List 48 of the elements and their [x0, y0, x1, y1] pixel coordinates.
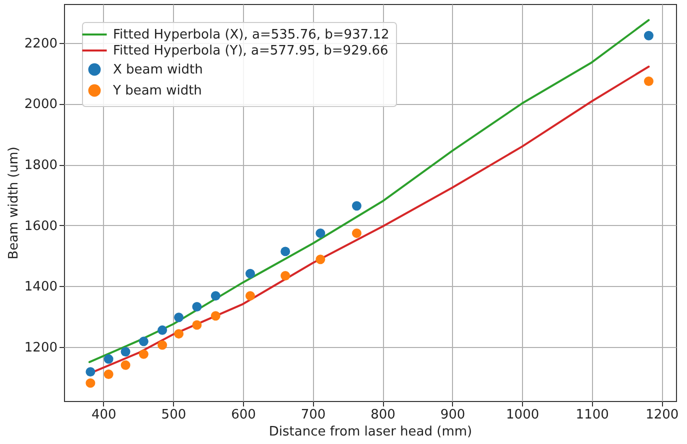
point [138, 336, 148, 346]
x-tick-label: 700 [300, 408, 326, 422]
y-tick-label: 1600 [24, 218, 58, 234]
legend-label: X beam width [113, 62, 203, 78]
point [174, 329, 184, 339]
line-series [88, 19, 650, 364]
y-tick-label: 1800 [24, 158, 58, 173]
point [316, 254, 326, 264]
point [120, 360, 130, 370]
y-tick-label: 1400 [24, 280, 58, 295]
x-tick-label: 1200 [646, 408, 679, 422]
point [316, 228, 326, 238]
y-tick-label: 2000 [24, 97, 58, 112]
point [280, 246, 290, 256]
point [138, 349, 148, 359]
point [210, 291, 220, 301]
point [644, 76, 654, 86]
x-tick-label: 500 [161, 408, 186, 422]
legend-label: Fitted Hyperbola (X), a=535.76, b=937.12 [113, 28, 390, 42]
point [280, 271, 290, 280]
legend-label: Fitted Hyperbola (Y), a=577.95, b=929.66 [113, 44, 388, 58]
x-tick-label: 800 [370, 408, 396, 422]
point [192, 302, 202, 312]
x-tick-label: 900 [440, 408, 466, 422]
point [120, 347, 130, 356]
y-axis-title: Beam width (um) [6, 146, 22, 260]
x-tick-label: 400 [92, 408, 116, 422]
point [352, 228, 362, 238]
point [352, 201, 362, 211]
point [158, 340, 168, 350]
point [644, 30, 654, 40]
point [158, 325, 168, 335]
point [86, 378, 96, 388]
x-axis-title: Distance from laser head (mm) [268, 424, 472, 440]
point [104, 370, 114, 379]
x-tick-label: 1100 [576, 408, 609, 422]
legend-label: Y beam width [112, 84, 202, 98]
point [174, 312, 184, 322]
point [192, 320, 202, 330]
x-tick-label: 1000 [506, 408, 540, 422]
point [245, 268, 255, 278]
y-tick-label: 2200 [24, 36, 58, 52]
point [210, 311, 220, 321]
x-tick-label: 600 [231, 408, 256, 422]
point [86, 367, 96, 377]
y-tick-label: 1200 [24, 340, 58, 356]
point [245, 291, 255, 301]
point [104, 354, 114, 364]
